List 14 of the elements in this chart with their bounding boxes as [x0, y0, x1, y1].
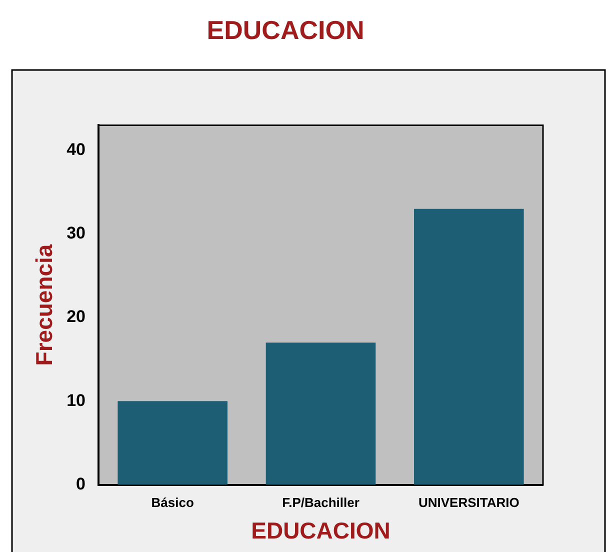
x-tick-label: Básico [151, 495, 194, 510]
y-tick-label: 30 [66, 224, 86, 243]
bar [118, 401, 228, 485]
chart-title: EDUCACION [206, 14, 364, 45]
bar [266, 342, 376, 485]
x-tick-label: F.P/Bachiller [282, 495, 360, 510]
y-tick-label: 20 [66, 307, 86, 326]
x-axis-title: EDUCACION [251, 518, 390, 544]
bar [414, 208, 524, 485]
y-tick-label: 0 [76, 474, 86, 494]
x-tick-label: UNIVERSITARIO [418, 495, 520, 510]
y-axis-title: Frecuencia [31, 244, 58, 366]
y-tick-label: 10 [66, 390, 86, 410]
y-tick-label: 40 [66, 140, 86, 159]
